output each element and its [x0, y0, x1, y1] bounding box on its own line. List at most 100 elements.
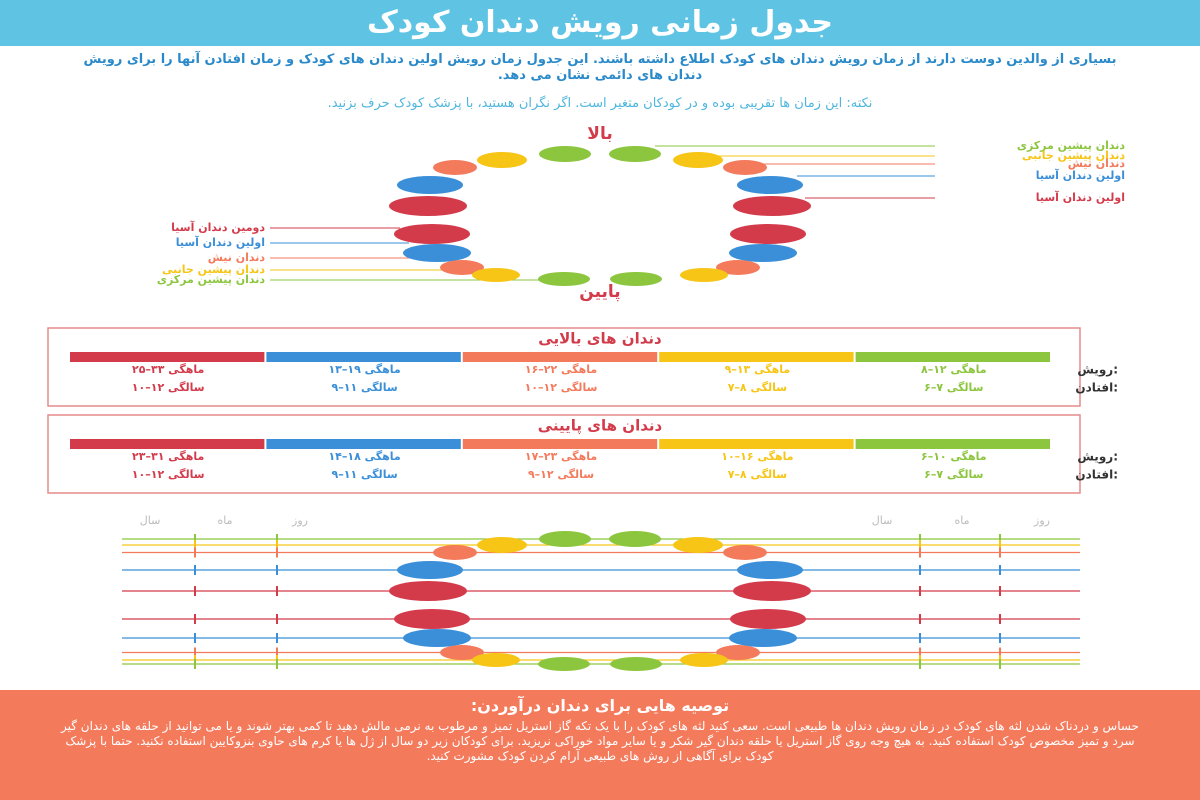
tooth: [472, 653, 520, 667]
tooth: [609, 146, 661, 162]
color-bar: [70, 352, 265, 362]
tooth: [433, 545, 477, 560]
cell: ۱۰–۱۲ سالگی: [132, 381, 205, 394]
cell: ۶–۱۰ ماهگی: [921, 450, 987, 463]
tooth: [610, 657, 662, 671]
tooth: [394, 224, 470, 244]
cell: ۱۴–۱۸ ماهگی: [328, 450, 400, 463]
row-label: افتادن:: [1075, 381, 1118, 395]
cell: ۹–۱۲ سالگی: [528, 468, 594, 481]
column-label: سال: [140, 514, 161, 527]
row-label: رویش:: [1077, 450, 1118, 465]
tooth-label: اولین دندان آسیا: [1036, 168, 1125, 182]
tooth: [403, 629, 471, 647]
tooth: [403, 244, 471, 262]
color-bar: [659, 439, 854, 449]
cell: ۱۶–۲۲ ماهگی: [525, 363, 597, 376]
color-bar: [266, 352, 461, 362]
tooth-label: دندان پیشین جانبی: [162, 263, 265, 276]
tooth-label: اولین دندان آسیا: [1036, 190, 1125, 204]
cell: ۱۰–۱۲ سالگی: [132, 468, 205, 481]
color-bar: [659, 352, 854, 362]
column-label: ماه: [217, 514, 232, 527]
tooth: [730, 609, 806, 629]
tooth: [716, 260, 760, 275]
tooth: [394, 609, 470, 629]
row-label: افتادن:: [1075, 468, 1118, 482]
tooth: [680, 268, 728, 282]
color-bar: [266, 439, 461, 449]
cell: ۸–۱۲ ماهگی: [921, 363, 987, 376]
bottom-label: پایین: [579, 282, 620, 302]
cell: ۹–۱۱ سالگی: [332, 381, 398, 394]
row-label: رویش:: [1077, 363, 1118, 378]
table-box: [47, 327, 1081, 407]
tooth: [538, 657, 590, 671]
tooth-label: دندان پیشین مرکزی: [157, 273, 265, 286]
tooth: [440, 260, 484, 275]
tooth: [477, 152, 527, 168]
intro: بسیاری از والدین دوست دارند از زمان رویش…: [83, 52, 1117, 83]
cell: ۲۵–۳۳ ماهگی: [132, 363, 204, 376]
tooth-label: دندان نیش: [1068, 157, 1126, 170]
tooth: [730, 224, 806, 244]
note: نکته: این زمان ها تقریبی بوده و در کودکا…: [327, 96, 873, 111]
tooth-label: اولین دندان آسیا: [176, 235, 265, 249]
tooth: [472, 268, 520, 282]
tooth: [433, 160, 477, 175]
tooth-label: دندان نیش: [208, 251, 266, 264]
tooth: [723, 545, 767, 560]
tooth: [440, 645, 484, 660]
cell: ۶–۷ سالگی: [924, 468, 983, 481]
table-title: دندان های پایینی: [538, 417, 663, 436]
table-title: دندان های بالایی: [538, 330, 662, 348]
column-label: ماه: [954, 514, 969, 527]
tooth: [723, 160, 767, 175]
color-bar: [855, 439, 1050, 449]
table-box: [47, 414, 1081, 494]
cell: ۹–۱۱ سالگی: [332, 468, 398, 481]
color-bar: [462, 439, 658, 449]
column-label: سال: [872, 514, 893, 527]
tooth: [610, 272, 662, 286]
tooth: [389, 196, 467, 216]
title: جدول زمانی رویش دندان کودک: [0, 0, 1200, 46]
color-bar: [855, 352, 1050, 362]
cell: ۱۰–۱۶ ماهگی: [721, 450, 793, 463]
tooth: [538, 272, 590, 286]
tooth: [673, 537, 723, 553]
tooth: [477, 537, 527, 553]
tips-text: حساس و دردناک شدن لثه های کودک در زمان ر…: [61, 719, 1139, 763]
tooth: [733, 196, 811, 216]
top-label: بالا: [587, 124, 612, 144]
tooth: [716, 645, 760, 660]
tooth: [673, 152, 723, 168]
cell: ۱۰–۱۲ سالگی: [525, 381, 598, 394]
tooth: [539, 531, 591, 547]
cell: ۷–۸ سالگی: [728, 468, 787, 481]
cell: ۹–۱۳ ماهگی: [725, 363, 791, 376]
tooth: [737, 561, 803, 579]
tooth-label: دندان پیشین جانبی: [1022, 149, 1125, 162]
color-bar: [462, 352, 658, 362]
tooth: [733, 581, 811, 601]
tooth: [609, 531, 661, 547]
tooth: [397, 561, 463, 579]
tooth: [729, 244, 797, 262]
tooth: [729, 629, 797, 647]
tooth: [389, 581, 467, 601]
tips-title: توصیه هایی برای دندان درآوردن:: [470, 696, 730, 715]
cell: ۶–۷ سالگی: [924, 381, 983, 394]
tooth: [397, 176, 463, 194]
color-bar: [70, 439, 265, 449]
cell: ۲۳–۳۱ ماهگی: [132, 450, 204, 463]
column-label: روز: [1033, 514, 1050, 527]
column-label: روز: [291, 514, 308, 527]
cell: ۱۷–۲۳ ماهگی: [525, 450, 597, 463]
tips-box: توصیه هایی برای دندان درآوردن: حساس و در…: [0, 690, 1200, 800]
cell: ۱۳–۱۹ ماهگی: [328, 363, 400, 376]
tooth: [680, 653, 728, 667]
tooth: [737, 176, 803, 194]
